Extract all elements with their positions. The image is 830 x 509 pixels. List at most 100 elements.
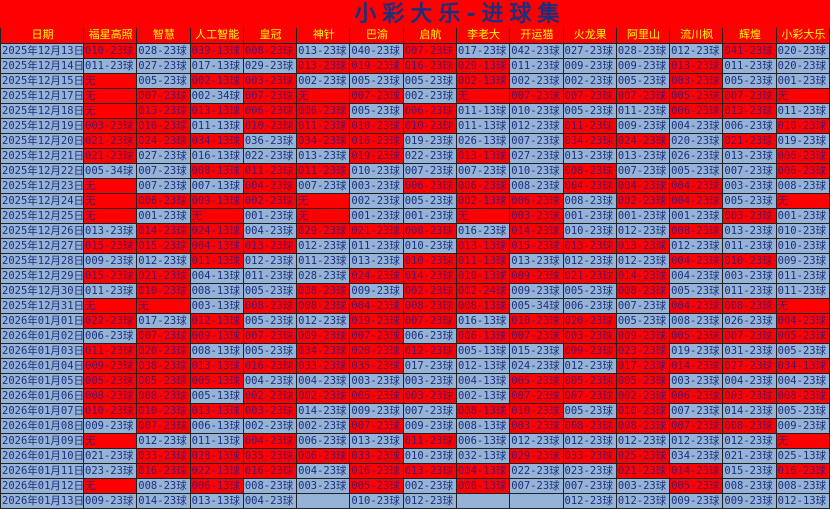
- goal-cell[interactable]: 007-23球: [669, 417, 724, 434]
- goal-cell[interactable]: 004-23球: [669, 267, 724, 284]
- goal-cell[interactable]: 003-23球: [562, 327, 617, 344]
- goal-cell[interactable]: 024-23球: [136, 132, 191, 149]
- goal-cell[interactable]: 011-13球: [189, 432, 244, 449]
- goal-cell[interactable]: 020-23球: [562, 312, 617, 329]
- goal-cell[interactable]: 004-23球: [562, 177, 617, 194]
- goal-cell[interactable]: 003-23球: [509, 207, 564, 224]
- goal-cell[interactable]: 009-23球: [402, 417, 457, 434]
- goal-cell[interactable]: 008-23球: [775, 477, 830, 494]
- goal-cell[interactable]: 010-23球: [349, 492, 404, 509]
- goal-cell[interactable]: 003-23球: [669, 72, 724, 89]
- goal-cell[interactable]: 004-23球: [296, 462, 351, 479]
- goal-cell[interactable]: 012-23球: [722, 432, 777, 449]
- goal-cell[interactable]: 007-23球: [615, 87, 671, 104]
- goal-cell[interactable]: 002-13球: [189, 72, 244, 89]
- goal-cell[interactable]: 009-23球: [82, 357, 138, 374]
- goal-cell[interactable]: 002-23球: [615, 387, 671, 404]
- goal-cell[interactable]: 025-23球: [615, 447, 671, 464]
- goal-cell[interactable]: 015-23球: [509, 237, 564, 254]
- goal-cell[interactable]: 002-23球: [509, 72, 564, 89]
- goal-cell[interactable]: 004-23球: [349, 297, 404, 314]
- goal-cell[interactable]: 024-23球: [615, 132, 671, 149]
- goal-cell[interactable]: 005-23球: [669, 282, 724, 299]
- goal-cell[interactable]: 006-23球: [296, 102, 351, 119]
- goal-cell[interactable]: 007-23球: [562, 477, 617, 494]
- goal-cell[interactable]: 006-23球: [402, 177, 457, 194]
- column-header[interactable]: 智慧: [136, 28, 191, 44]
- goal-cell[interactable]: 019-23球: [402, 132, 457, 149]
- goal-cell[interactable]: 008-23球: [402, 222, 457, 239]
- goal-cell[interactable]: 007-23球: [722, 162, 777, 179]
- goal-cell[interactable]: 010-23球: [402, 252, 457, 269]
- date-cell[interactable]: 2025年12月26日: [0, 222, 84, 239]
- goal-cell[interactable]: 007-23球: [669, 402, 724, 419]
- column-header[interactable]: 巴渝: [349, 28, 404, 44]
- goal-cell[interactable]: 004-23球: [722, 372, 777, 389]
- goal-cell[interactable]: 005-23球: [562, 402, 617, 419]
- goal-cell[interactable]: 033-23球: [296, 357, 351, 374]
- goal-cell[interactable]: 007-23球: [136, 417, 191, 434]
- goal-cell[interactable]: 020-23球: [775, 57, 830, 74]
- goal-cell[interactable]: 001-23球: [349, 207, 404, 224]
- goal-cell[interactable]: 010-23球: [349, 162, 404, 179]
- goal-cell[interactable]: 013-23球: [296, 42, 351, 59]
- column-header[interactable]: 神针: [296, 28, 351, 44]
- goal-cell[interactable]: 007-23球: [136, 162, 191, 179]
- goal-cell[interactable]: 027-23球: [136, 57, 191, 74]
- goal-cell[interactable]: 003-23球: [722, 177, 777, 194]
- date-cell[interactable]: 2025年12月19日: [0, 117, 84, 134]
- goal-cell[interactable]: 013-13球: [455, 147, 511, 164]
- goal-cell[interactable]: 016-23球: [349, 132, 404, 149]
- goal-cell[interactable]: 005-23球: [775, 342, 830, 359]
- goal-cell[interactable]: 019-23球: [349, 312, 404, 329]
- goal-cell[interactable]: 013-23球: [242, 237, 298, 254]
- goal-cell[interactable]: 013-23球: [722, 222, 777, 239]
- goal-cell[interactable]: 003-23球: [82, 117, 138, 134]
- goal-cell[interactable]: 033-23球: [562, 447, 617, 464]
- goal-cell[interactable]: 无: [136, 297, 191, 314]
- goal-cell[interactable]: 005-34球: [82, 162, 138, 179]
- goal-cell[interactable]: 003-23球: [722, 267, 777, 284]
- goal-cell[interactable]: 011-23球: [242, 162, 298, 179]
- goal-cell[interactable]: 008-23球: [562, 192, 617, 209]
- goal-cell[interactable]: 008-23球: [509, 177, 564, 194]
- goal-cell[interactable]: [296, 492, 351, 509]
- goal-cell[interactable]: 012-23球: [669, 42, 724, 59]
- goal-cell[interactable]: 010-23球: [402, 117, 457, 134]
- goal-cell[interactable]: 027-23球: [722, 357, 777, 374]
- date-cell[interactable]: 2026年01月12日: [0, 477, 84, 494]
- goal-cell[interactable]: 003-23球: [242, 72, 298, 89]
- goal-cell[interactable]: 001-23球: [136, 207, 191, 224]
- date-cell[interactable]: 2025年12月24日: [0, 192, 84, 209]
- goal-cell[interactable]: 009-23球: [349, 402, 404, 419]
- goal-cell[interactable]: 003-23球: [402, 387, 457, 404]
- goal-cell[interactable]: 005-23球: [242, 282, 298, 299]
- goal-cell[interactable]: 007-23球: [615, 297, 671, 314]
- goal-cell[interactable]: 无: [775, 297, 830, 314]
- date-cell[interactable]: 2026年01月08日: [0, 417, 84, 434]
- goal-cell[interactable]: 013-23球: [136, 102, 191, 119]
- goal-cell[interactable]: 021-23球: [615, 462, 671, 479]
- goal-cell[interactable]: 016-23球: [455, 222, 511, 239]
- goal-cell[interactable]: 022-23球: [82, 312, 138, 329]
- column-header[interactable]: 辉煌: [722, 28, 777, 44]
- goal-cell[interactable]: 007-23球: [402, 162, 457, 179]
- goal-cell[interactable]: 005-13球: [189, 387, 244, 404]
- goal-cell[interactable]: 012-23球: [136, 432, 191, 449]
- goal-cell[interactable]: 008-13球: [189, 162, 244, 179]
- goal-cell[interactable]: 012-13球: [455, 357, 511, 374]
- goal-cell[interactable]: 011-13球: [455, 252, 511, 269]
- goal-cell[interactable]: 002-13球: [455, 387, 511, 404]
- date-cell[interactable]: 2025年12月14日: [0, 57, 84, 74]
- goal-cell[interactable]: 009-13球: [189, 192, 244, 209]
- goal-cell[interactable]: 008-23球: [562, 417, 617, 434]
- goal-cell[interactable]: 004-23球: [669, 252, 724, 269]
- goal-cell[interactable]: 无: [82, 177, 138, 194]
- column-header[interactable]: 启航: [402, 28, 457, 44]
- goal-cell[interactable]: 006-23球: [296, 447, 351, 464]
- goal-cell[interactable]: 001-23球: [775, 72, 830, 89]
- goal-cell[interactable]: 017-13球: [189, 57, 244, 74]
- goal-cell[interactable]: 无: [82, 432, 138, 449]
- goal-cell[interactable]: 006-23球: [82, 327, 138, 344]
- goal-cell[interactable]: 022-23球: [402, 147, 457, 164]
